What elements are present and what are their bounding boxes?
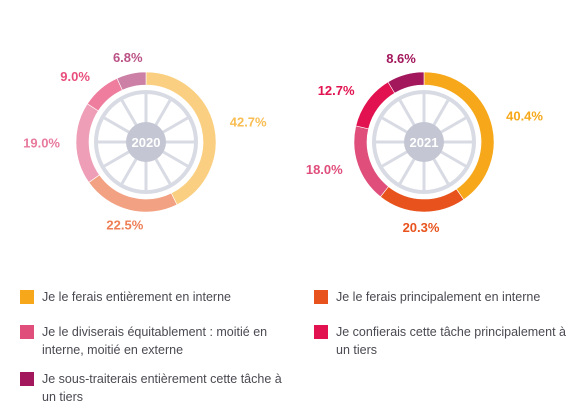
donut-charts: 2020 42.7% 22.5% 19.0% 9.0% 6.8% 2021 40.4% 20.3… bbox=[23, 50, 544, 235]
legend-label: Je le diviserais équitablement : moitié … bbox=[42, 325, 268, 357]
wheel-spoke bbox=[381, 150, 409, 168]
legend-label: Je sous-traiterais entièrement cette tâc… bbox=[42, 372, 282, 404]
wheel-spoke bbox=[154, 157, 172, 185]
legend-item-principalement_interne: Je le ferais principalement en interne bbox=[314, 288, 576, 306]
donut-chart-2020: 2020 42.7% 22.5% 19.0% 9.0% 6.8% bbox=[23, 50, 267, 232]
value-label-entierement_tiers: 6.8% bbox=[113, 50, 143, 65]
legend-swatch bbox=[20, 325, 34, 339]
legend-label: Je confierais cette tâche principalement… bbox=[336, 325, 566, 357]
wheel-spoke bbox=[439, 150, 467, 168]
value-label-entierement_interne: 40.4% bbox=[506, 108, 543, 123]
segment-entierement_tiers bbox=[116, 71, 147, 91]
legend-item-entierement_tiers: Je sous-traiterais entièrement cette tâc… bbox=[20, 370, 290, 406]
legend-label: Je le ferais entièrement en interne bbox=[42, 290, 231, 304]
donut-chart-2021: 2021 40.4% 20.3% 18.0% 12.7% 8.6% bbox=[306, 51, 544, 235]
wheel-spoke bbox=[432, 157, 450, 185]
wheel-spoke bbox=[103, 150, 131, 168]
value-label-principalement_interne: 22.5% bbox=[106, 217, 143, 232]
segment-entierement_tiers bbox=[387, 71, 425, 94]
value-label-moitie: 18.0% bbox=[306, 162, 343, 177]
hub-circle bbox=[404, 122, 444, 162]
year-label: 2020 bbox=[132, 135, 161, 150]
legend-swatch bbox=[20, 290, 34, 304]
wheel-spoke bbox=[432, 99, 450, 127]
wheel-spoke bbox=[103, 116, 131, 134]
wheel-spoke bbox=[439, 116, 467, 134]
value-label-moitie: 19.0% bbox=[23, 136, 60, 151]
legend-swatch bbox=[314, 290, 328, 304]
value-label-entierement_tiers: 8.6% bbox=[386, 51, 416, 66]
hub-circle bbox=[126, 122, 166, 162]
value-label-principalement_interne: 20.3% bbox=[403, 220, 440, 235]
value-label-principalement_tiers: 12.7% bbox=[318, 83, 355, 98]
legend-swatch bbox=[314, 325, 328, 339]
wheel-spoke bbox=[120, 99, 138, 127]
wheel-spoke bbox=[381, 116, 409, 134]
wheel-spoke bbox=[120, 157, 138, 185]
wheel-spoke bbox=[161, 116, 189, 134]
legend-item-principalement_tiers: Je confierais cette tâche principalement… bbox=[314, 323, 576, 359]
wheel-spoke bbox=[161, 150, 189, 168]
legend-item-moitie: Je le diviserais équitablement : moitié … bbox=[20, 323, 290, 359]
value-label-entierement_interne: 42.7% bbox=[230, 114, 267, 129]
wheel-spoke bbox=[154, 99, 172, 127]
legend-swatch bbox=[20, 372, 34, 386]
year-label: 2021 bbox=[410, 135, 439, 150]
legend-item-entierement_interne: Je le ferais entièrement en interne bbox=[20, 288, 290, 306]
legend-label: Je le ferais principalement en interne bbox=[336, 290, 541, 304]
wheel-spoke bbox=[398, 157, 416, 185]
wheel-spoke bbox=[398, 99, 416, 127]
value-label-principalement_tiers: 9.0% bbox=[60, 69, 90, 84]
